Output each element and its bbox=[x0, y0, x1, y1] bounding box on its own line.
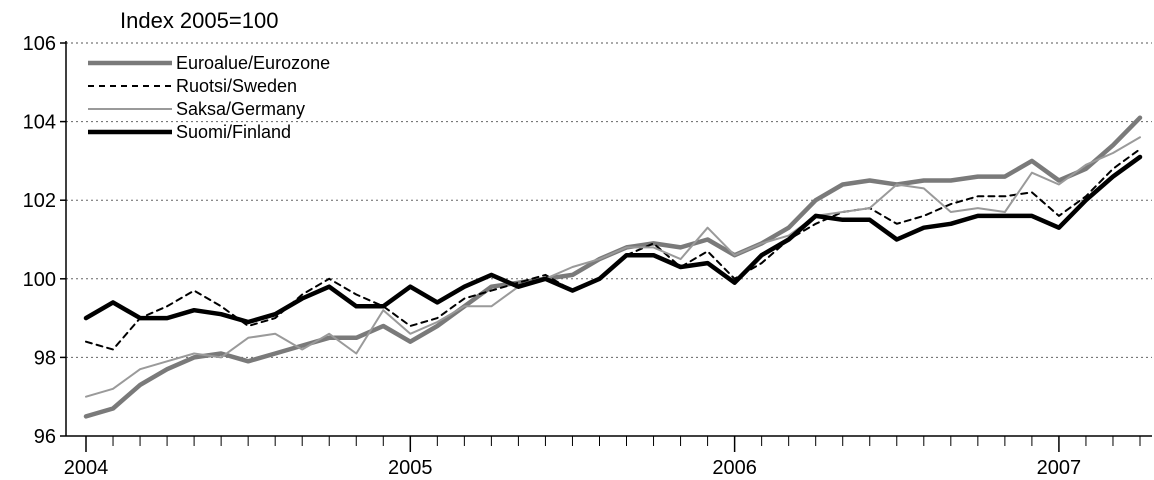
x-tick-label: 2007 bbox=[1037, 457, 1082, 479]
y-tick-label: 106 bbox=[23, 33, 56, 55]
series-line-suomi-finland bbox=[83, 154, 1143, 325]
legend-label-euroalue-eurozone: Euroalue/Eurozone bbox=[176, 53, 330, 73]
x-tick-label: 2004 bbox=[64, 457, 109, 479]
gridlines bbox=[66, 42, 1152, 358]
y-tick-label: 98 bbox=[34, 347, 56, 369]
y-tick-label: 96 bbox=[34, 426, 56, 448]
legend-label-suomi-finland: Suomi/Finland bbox=[176, 122, 291, 142]
axes: 96 98 100 102 104 106 2004 2005 2006 2007 bbox=[23, 33, 1152, 479]
y-axis-title: Index 2005=100 bbox=[120, 8, 278, 33]
x-tick-label: 2006 bbox=[712, 457, 757, 479]
y-tick-label: 100 bbox=[23, 269, 56, 291]
legend-label-saksa-germany: Saksa/Germany bbox=[176, 99, 305, 119]
series-line-saksa-germany bbox=[85, 136, 1141, 398]
y-tick-label: 102 bbox=[23, 190, 56, 212]
legend-label-ruotsi-sweden: Ruotsi/Sweden bbox=[176, 76, 297, 96]
series-lines bbox=[83, 115, 1143, 419]
x-tick-label: 2005 bbox=[388, 457, 433, 479]
y-tick-label: 104 bbox=[23, 112, 56, 134]
legend: Euroalue/Eurozone Ruotsi/Sweden Saksa/Germ… bbox=[88, 53, 330, 142]
